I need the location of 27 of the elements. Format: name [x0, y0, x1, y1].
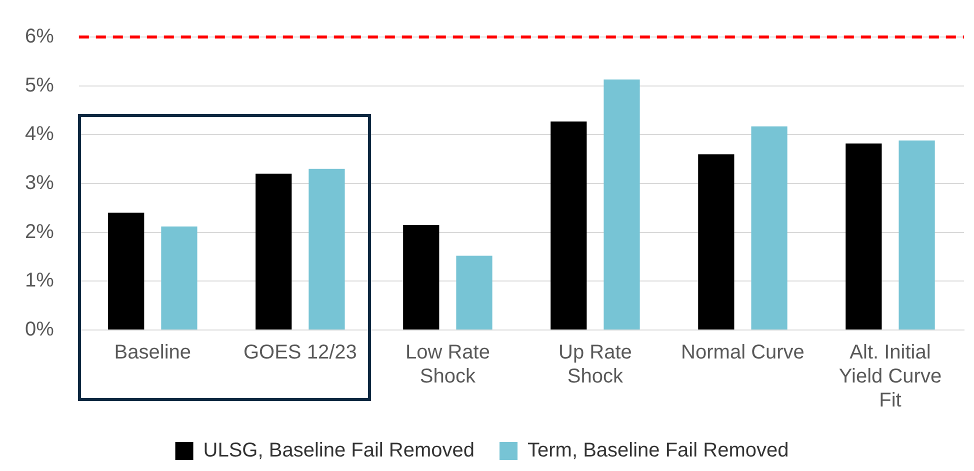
bar — [108, 212, 144, 330]
bar — [161, 226, 198, 330]
bar — [256, 174, 292, 330]
bar — [846, 143, 882, 330]
y-tick-label: 6% — [25, 26, 54, 48]
x-tick-label: Normal Curve — [681, 342, 804, 364]
bar — [308, 168, 345, 330]
bar — [698, 154, 734, 330]
x-tick-label: Baseline — [114, 342, 192, 364]
x-tick-label: GOES 12/23 — [243, 342, 357, 364]
y-tick-label: 0% — [25, 318, 54, 341]
bar — [751, 126, 788, 330]
y-tick-label: 1% — [25, 270, 54, 292]
x-tick-label: Up Rate Shock — [558, 342, 632, 388]
y-tick-label: 3% — [25, 172, 54, 194]
bar — [604, 79, 640, 330]
y-tick-label: 5% — [25, 74, 54, 96]
y-tick-label: 2% — [25, 220, 54, 243]
bar — [456, 256, 492, 330]
bar — [898, 140, 935, 330]
legend-label: ULSG, Baseline Fail Removed — [203, 440, 475, 462]
legend-label: Term, Baseline Fail Removed — [528, 440, 789, 462]
bar — [403, 225, 440, 330]
y-tick-label: 4% — [25, 123, 54, 146]
x-tick-label: Alt. Initial Yield Curve Fit — [838, 342, 942, 412]
bar — [550, 121, 587, 330]
x-tick-label: Low Rate Shock — [405, 342, 490, 388]
